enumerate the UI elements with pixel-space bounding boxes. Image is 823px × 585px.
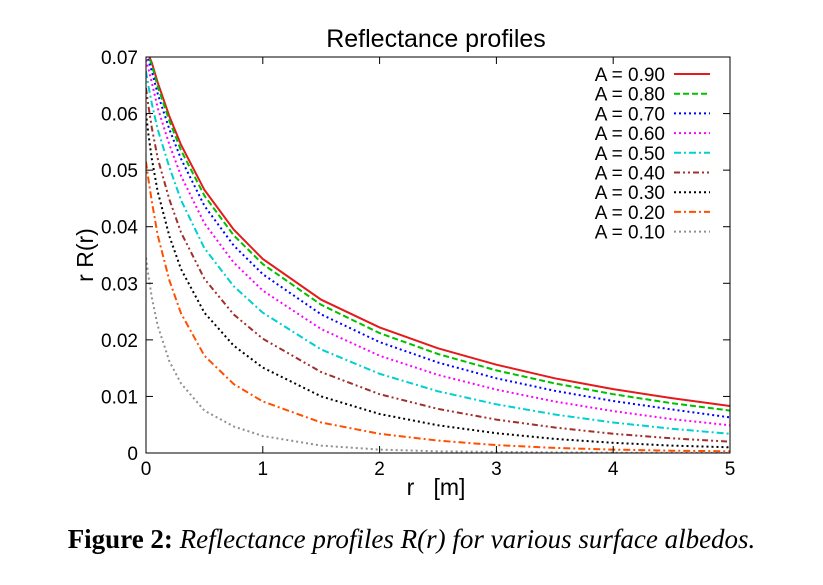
series-line-8 [146, 161, 730, 453]
y-tick-label: 0.04 [101, 218, 138, 239]
plot-lines [146, 57, 730, 453]
y-tick-label: 0.07 [101, 48, 138, 69]
y-tick-label: 0.03 [101, 274, 138, 295]
y-tick-label: 0.05 [101, 161, 138, 182]
legend-label: A = 0.70 [595, 104, 665, 125]
y-tick-label: 0.01 [101, 387, 138, 408]
y-axis-label: r R(r) [72, 228, 98, 282]
y-tick-label: 0.06 [101, 105, 138, 126]
x-axis: 0 1 2 3 4 5 [141, 57, 736, 480]
series-line-1 [148, 57, 730, 407]
series-line-9 [146, 257, 730, 453]
x-tick-label: 0 [141, 459, 152, 480]
legend-label: A = 0.60 [595, 124, 665, 145]
chart-title: Reflectance profiles [326, 25, 546, 53]
x-tick-label: 2 [374, 459, 385, 480]
legend-label: A = 0.80 [595, 85, 665, 106]
x-tick-label: 5 [725, 459, 736, 480]
reflectance-chart: Reflectance profiles 0 1 2 3 4 5 0 0.01 0.02 0.0… [72, 25, 736, 500]
series-line-3 [146, 57, 730, 419]
legend-label: A = 0.40 [595, 164, 665, 185]
caption-label: Figure 2: [67, 524, 173, 554]
y-tick-label: 0.02 [101, 331, 138, 352]
legend-label: A = 0.90 [595, 65, 665, 86]
series-line-5 [146, 70, 730, 435]
legend-label: A = 0.30 [595, 183, 665, 204]
legend: A = 0.90A = 0.80A = 0.70A = 0.60A = 0.50… [595, 65, 710, 244]
legend-label: A = 0.10 [595, 223, 665, 244]
y-tick-label: 0 [127, 444, 138, 465]
figure-caption: Figure 2: Reflectance profiles R(r) for … [0, 524, 823, 555]
series-line-4 [146, 59, 730, 427]
plot-frame [145, 56, 731, 454]
y-axis: 0 0.01 0.02 0.03 0.04 0.05 0.06 0.07 [101, 48, 730, 465]
caption-text: Reflectance profiles R(r) for various su… [179, 524, 756, 554]
series-line-2 [147, 57, 730, 412]
x-axis-label: r [m] [407, 474, 466, 500]
legend-label: A = 0.20 [595, 203, 665, 224]
legend-label: A = 0.50 [595, 144, 665, 165]
series-line-6 [146, 87, 730, 443]
x-tick-label: 1 [258, 459, 269, 480]
x-tick-label: 3 [491, 459, 502, 480]
x-tick-label: 4 [608, 459, 619, 480]
